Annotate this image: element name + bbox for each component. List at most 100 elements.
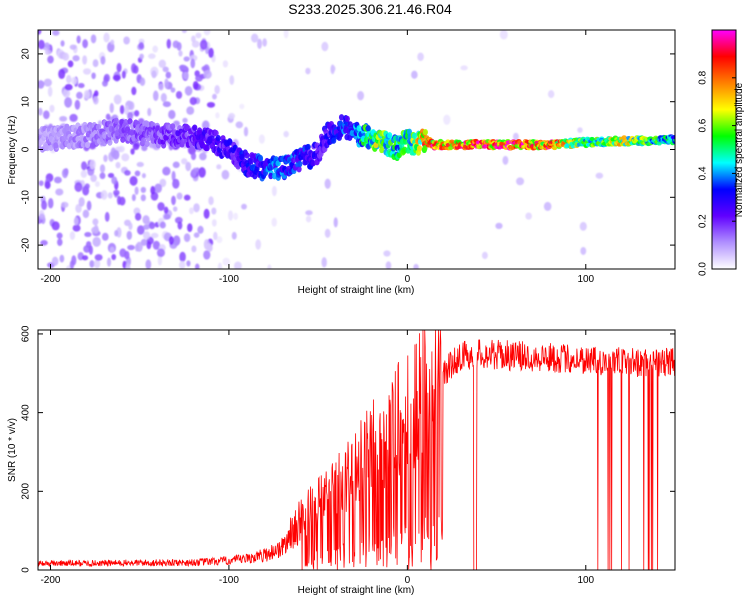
heatmap-cell <box>383 250 391 257</box>
heatmap-cell <box>158 83 164 91</box>
heatmap-cell <box>136 161 144 168</box>
snr-y-tick-label: 200 <box>21 483 32 500</box>
heatmap-cell <box>93 259 101 269</box>
heatmap-cell <box>71 76 78 85</box>
heatmap-cell <box>231 231 237 240</box>
heatmap-ridge-cell <box>257 154 264 162</box>
spectrogram-y-label: Frequency (Hz) <box>7 116 18 185</box>
heatmap-cell <box>121 70 126 79</box>
heatmap-cell <box>92 59 99 68</box>
heatmap-cell <box>229 75 235 85</box>
heatmap-cell <box>83 89 90 99</box>
heatmap-cell <box>228 112 236 120</box>
heatmap-cell <box>141 173 146 179</box>
heatmap-cell <box>57 238 63 246</box>
heatmap-cell <box>150 232 159 239</box>
heatmap-cell <box>443 114 451 125</box>
heatmap-cell <box>77 83 85 89</box>
heatmap-cell <box>255 239 262 250</box>
heatmap-cell <box>206 242 212 250</box>
heatmap-cell <box>241 203 247 210</box>
heatmap-cell <box>44 181 51 190</box>
heatmap-cell <box>577 127 583 133</box>
heatmap-cell <box>55 188 64 196</box>
heatmap-cell <box>411 70 418 79</box>
heatmap-cell <box>64 97 73 108</box>
heatmap-cell <box>158 59 167 69</box>
heatmap-cell <box>127 244 135 251</box>
heatmap-cell <box>38 80 45 89</box>
heatmap-cell <box>89 260 95 268</box>
heatmap-cell <box>44 42 50 48</box>
heatmap-cell <box>39 213 46 220</box>
heatmap-cell <box>321 41 329 52</box>
heatmap-cell <box>160 93 167 103</box>
heatmap-cell <box>83 245 91 253</box>
heatmap-cell <box>61 168 69 179</box>
heatmap-cell <box>199 152 207 161</box>
heatmap-cell <box>283 130 289 138</box>
snr-y-tick-label: 400 <box>21 404 32 421</box>
spectrogram-x-tick-label: 0 <box>405 274 411 285</box>
heatmap-cell <box>213 231 218 241</box>
heatmap-cell <box>162 166 171 176</box>
heatmap-cell <box>128 101 135 111</box>
heatmap-ridge-cell <box>331 137 337 144</box>
heatmap-cell <box>385 261 392 269</box>
heatmap-cell <box>262 38 267 47</box>
heatmap-cell <box>84 232 92 238</box>
heatmap-cell <box>172 178 180 189</box>
heatmap-cell <box>91 72 96 80</box>
heatmap-cell <box>221 169 230 180</box>
heatmap-cell <box>74 181 83 193</box>
heatmap-cell <box>193 232 200 238</box>
heatmap-cell <box>74 99 81 110</box>
heatmap-ridge-cell <box>412 132 418 140</box>
heatmap-cell <box>182 71 189 80</box>
heatmap-cell <box>208 196 214 206</box>
heatmap-cell <box>62 52 70 61</box>
heatmap-cell <box>38 180 44 187</box>
heatmap-cell <box>235 121 244 129</box>
heatmap-ridge-cell <box>129 129 135 136</box>
heatmap-cell <box>132 143 140 151</box>
heatmap-cell <box>190 168 197 178</box>
heatmap-cell <box>417 52 424 62</box>
heatmap-cell <box>38 107 43 116</box>
heatmap-ridge-cell <box>141 137 147 144</box>
heatmap-cell <box>165 71 172 79</box>
colorbar-tick-label: 0.6 <box>698 118 709 132</box>
spectrogram-x-ticks: -200 -100 0 100 <box>40 30 595 285</box>
heatmap-cell <box>51 221 60 231</box>
heatmap-cell <box>112 74 121 81</box>
heatmap-cell <box>413 263 419 269</box>
heatmap-cell <box>206 101 216 108</box>
heatmap-cell <box>172 40 180 49</box>
snr-y-ticks: 0 200 400 600 <box>21 325 675 573</box>
heatmap-cell <box>101 232 109 241</box>
heatmap-cell <box>107 192 113 199</box>
heatmap-cell <box>175 90 183 99</box>
heatmap-cell <box>80 170 88 178</box>
heatmap-ridge-cell <box>213 130 219 137</box>
heatmap-cell <box>153 90 159 102</box>
heatmap-cell <box>258 134 265 144</box>
heatmap-cell <box>191 245 197 253</box>
heatmap-cell <box>76 35 81 44</box>
heatmap-cell <box>126 230 133 240</box>
heatmap-cell <box>163 213 171 220</box>
heatmap-cell <box>121 153 130 162</box>
heatmap-cell <box>60 201 69 208</box>
heatmap-cell <box>66 74 72 84</box>
snr-x-tick-label: -100 <box>219 575 239 586</box>
heatmap-cell <box>40 239 48 246</box>
heatmap-cell <box>212 93 217 100</box>
heatmap-ridge-cell <box>144 140 150 147</box>
heatmap-cell <box>512 132 519 141</box>
heatmap-cell <box>107 172 115 178</box>
heatmap-cell <box>184 85 193 96</box>
heatmap-ridge <box>38 114 675 182</box>
snr-series-line <box>38 330 675 570</box>
heatmap-cell <box>62 88 71 98</box>
heatmap-cell <box>168 109 176 120</box>
